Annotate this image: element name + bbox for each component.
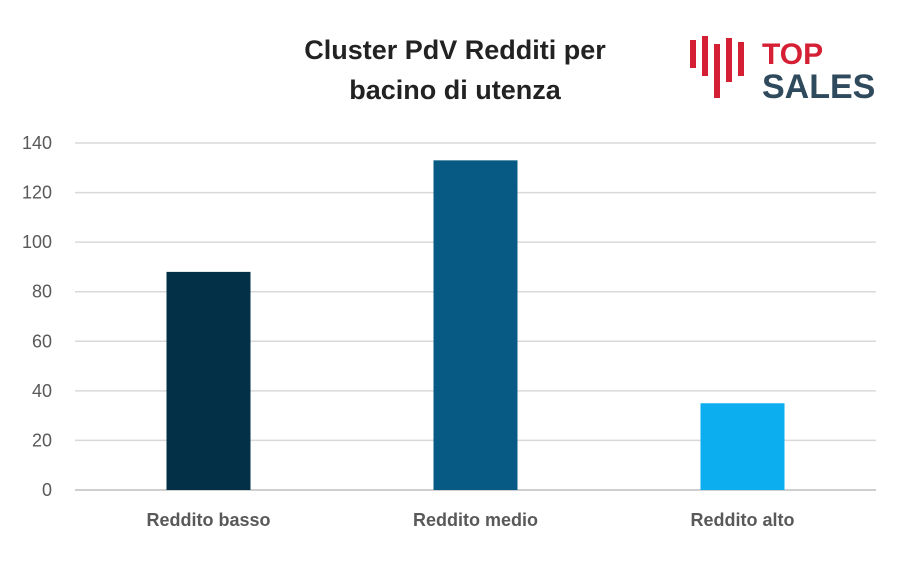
logo-bar-1: [702, 36, 708, 76]
top-sales-logo: TOP SALES: [690, 36, 875, 102]
y-tick-label: 80: [32, 282, 52, 302]
y-axis-ticks: 0 20 40 60 80 100 120 140: [22, 133, 52, 500]
bar-reddito-basso: [166, 271, 251, 490]
x-category-label: Reddito medio: [413, 510, 538, 530]
x-category-label: Reddito basso: [146, 510, 270, 530]
x-category-label: Reddito alto: [691, 510, 795, 530]
y-tick-label: 60: [32, 331, 52, 351]
y-tick-label: 140: [22, 133, 52, 153]
logo-bar-4: [738, 42, 744, 76]
y-tick-label: 0: [42, 480, 52, 500]
logo-text-sales: SALES: [762, 68, 875, 102]
logo-bar-2: [714, 44, 720, 98]
y-tick-label: 40: [32, 381, 52, 401]
x-axis-categories: Reddito basso Reddito medio Reddito alto: [146, 510, 794, 530]
bar-reddito-medio: [433, 160, 518, 490]
y-tick-label: 120: [22, 183, 52, 203]
logo-text-top: TOP: [762, 38, 823, 71]
y-tick-label: 20: [32, 430, 52, 450]
logo-bar-0: [690, 40, 696, 68]
y-tick-label: 100: [22, 232, 52, 252]
bar-reddito-alto: [700, 403, 785, 490]
chart-title-line-2: bacino di utenza: [349, 75, 561, 105]
logo-bar-3: [726, 38, 732, 82]
chart-title: Cluster PdV Redditi per bacino di utenza: [250, 30, 660, 110]
chart-title-line-1: Cluster PdV Redditi per: [304, 35, 606, 65]
logo-bars-icon: [690, 36, 744, 98]
bars: [166, 160, 785, 490]
